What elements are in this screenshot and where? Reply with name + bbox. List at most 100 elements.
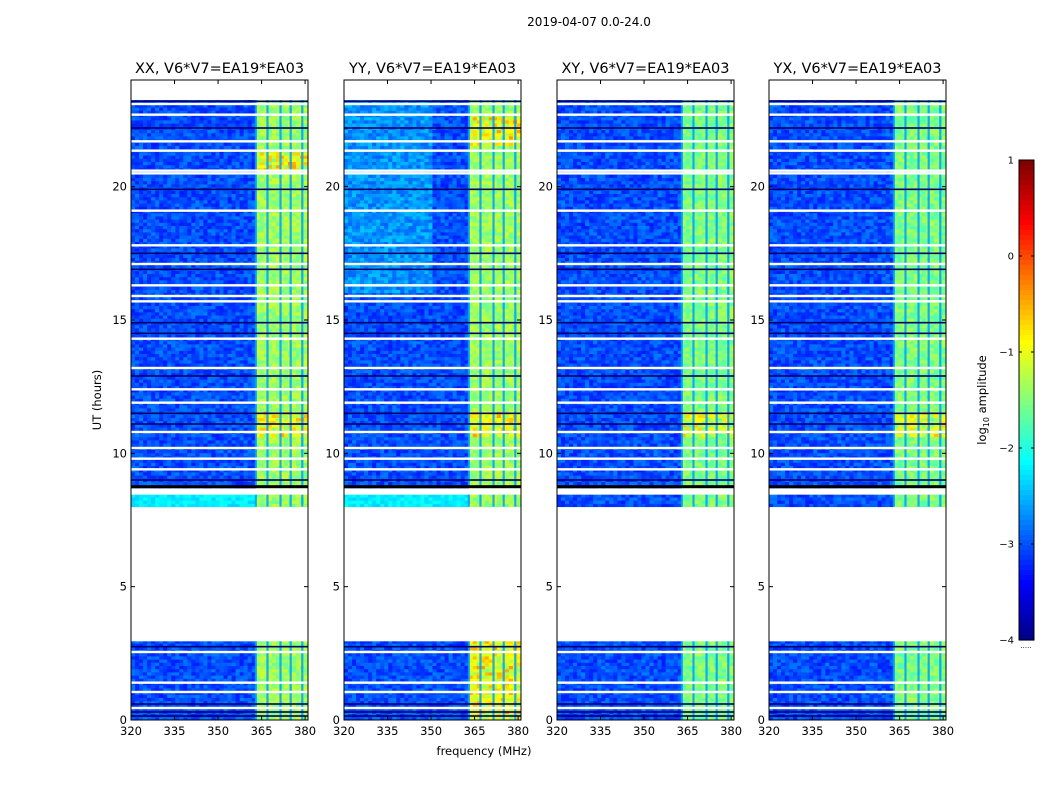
heat-cell: [143, 662, 147, 666]
heat-cell: [240, 495, 244, 498]
heat-cell: [147, 698, 151, 702]
heat-cell: [240, 503, 244, 507]
heat-cell: [195, 666, 199, 670]
heat-cell: [167, 659, 171, 663]
heat-cell: [131, 497, 135, 501]
heat-cell: [187, 698, 191, 702]
heat-cell: [203, 475, 207, 479]
heat-cell: [215, 666, 219, 670]
heat-cell: [236, 666, 240, 670]
heat-cell: [171, 659, 175, 663]
heat-cell: [248, 503, 252, 507]
heat-cell: [175, 669, 179, 673]
heat-cell: [187, 641, 191, 643]
heat-cell: [159, 641, 163, 643]
heat-cell: [175, 495, 179, 498]
heat-cell: [292, 669, 296, 673]
heat-cell: [203, 656, 207, 660]
heat-cell: [171, 482, 175, 486]
heat-cell: [248, 694, 252, 698]
heat-cell: [215, 672, 219, 676]
heat-cell: [187, 653, 191, 657]
heat-cell: [215, 656, 219, 660]
heat-cell: [191, 685, 195, 689]
heat-cell: [159, 495, 163, 498]
heat-cell: [195, 659, 199, 663]
heat-cell: [135, 475, 139, 479]
heat-cell: [228, 662, 232, 666]
heat-cell: [135, 662, 139, 666]
heat-cell: [167, 656, 171, 660]
heat-cell: [151, 678, 155, 682]
heat-cell: [220, 497, 224, 501]
heat-cell: [284, 472, 288, 476]
heat-cell: [272, 653, 276, 657]
heat-cell: [147, 497, 151, 501]
heat-cell: [296, 482, 300, 486]
heat-cell: [139, 698, 143, 702]
heat-cell: [207, 659, 211, 663]
heat-cell: [191, 641, 195, 643]
heat-cell: [171, 662, 175, 666]
heat-cell: [167, 495, 171, 498]
heat-cell: [248, 482, 252, 486]
heat-cell: [215, 662, 219, 666]
heat-cell: [272, 694, 276, 698]
heat-cell: [155, 656, 159, 660]
heat-cell: [179, 653, 183, 657]
heat-cell: [163, 503, 167, 507]
heat-cell: [195, 698, 199, 702]
heat-cell: [147, 678, 151, 682]
heat-cell: [143, 653, 147, 657]
heat-cell: [284, 641, 288, 643]
heat-cell: [272, 685, 276, 689]
heat-cell: [143, 672, 147, 676]
heat-cell: [199, 672, 203, 676]
heat-cell: [220, 675, 224, 679]
heat-cell: [244, 497, 248, 501]
heat-cell: [195, 495, 199, 498]
heat-cell: [232, 659, 236, 663]
heat-cell: [175, 659, 179, 663]
heat-cell: [143, 669, 147, 673]
heat-cell: [183, 666, 187, 670]
heat-cell: [240, 656, 244, 660]
heat-cell: [191, 656, 195, 660]
heat-cell: [248, 698, 252, 702]
heat-cell: [284, 653, 288, 657]
heat-cell: [163, 669, 167, 673]
heat-cell: [272, 503, 276, 507]
heat-cell: [135, 497, 139, 501]
heat-cell: [260, 659, 264, 663]
heat-cell: [187, 500, 191, 504]
heat-cell: [211, 482, 215, 486]
heat-cell: [236, 641, 240, 643]
heat-cell: [199, 694, 203, 698]
heat-cell: [139, 685, 143, 689]
heat-cell: [187, 666, 191, 670]
heat-cell: [163, 678, 167, 682]
heat-cell: [131, 659, 135, 663]
heat-cell: [224, 659, 228, 663]
heat-cell: [260, 672, 264, 676]
heat-cell: [207, 497, 211, 501]
heat-cell: [215, 472, 219, 476]
heat-cell: [260, 653, 264, 657]
heat-cell: [135, 500, 139, 504]
heat-cell: [260, 669, 264, 673]
heat-cell: [272, 641, 276, 643]
heat-cell: [191, 675, 195, 679]
heat-cell: [143, 472, 147, 476]
heat-cell: [240, 678, 244, 682]
heat-cell: [207, 672, 211, 676]
heat-cell: [147, 475, 151, 479]
heat-cell: [175, 666, 179, 670]
heat-cell: [163, 653, 167, 657]
heat-cell: [207, 669, 211, 673]
heat-cell: [151, 641, 155, 643]
heat-cell: [199, 475, 203, 479]
heat-cell: [167, 472, 171, 476]
heat-cell: [207, 698, 211, 702]
heat-cell: [232, 482, 236, 486]
heat-cell: [147, 482, 151, 486]
